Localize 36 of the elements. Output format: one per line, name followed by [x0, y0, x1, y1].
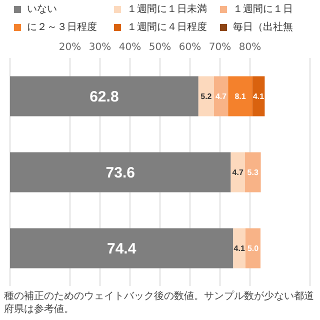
bar — [10, 228, 234, 268]
bar — [246, 228, 260, 268]
text: 種の補正のためのウェイトバック後の数値。サンプル数が少ない都道府県は参考値。 — [4, 290, 315, 316]
bar — [228, 76, 252, 116]
data-label: 4.1 — [252, 92, 265, 102]
data-label: 4.7 — [215, 92, 228, 102]
data-label: 5.3 — [247, 168, 259, 178]
data-label: 4.7 — [232, 168, 244, 178]
data-label: 62.8 — [90, 88, 119, 106]
x-tick-label: 80% — [238, 42, 262, 53]
data-label: 5.2 — [200, 92, 212, 102]
bar — [10, 76, 198, 116]
bar — [244, 152, 261, 192]
bar — [233, 228, 246, 268]
data-label: 4.1 — [234, 244, 246, 254]
legend-label: １週間に１日未満 — [126, 2, 208, 16]
x-tick-label: 20% — [58, 42, 82, 53]
data-label: 8.1 — [234, 92, 246, 102]
legend-label: １週間に１日 — [232, 3, 294, 16]
bar — [252, 76, 265, 116]
bar — [214, 76, 228, 116]
x-tick-label: 70% — [208, 42, 232, 53]
legend-label: 毎日（出社無 — [232, 20, 294, 34]
bar — [230, 152, 245, 192]
data-label: 5.0 — [247, 244, 260, 254]
legend-label: １週間に４日程度 — [126, 20, 208, 34]
data-label: 73.6 — [106, 164, 135, 182]
x-tick-label: 40% — [118, 42, 142, 53]
legend-label: に２～３日程度 — [26, 20, 98, 34]
x-tick-label: 60% — [178, 42, 202, 53]
data-label: 74.4 — [107, 240, 137, 258]
x-tick-label: 50% — [148, 42, 172, 53]
bar — [10, 152, 231, 192]
x-tick-label: 30% — [88, 42, 112, 53]
legend-label: いない — [26, 3, 58, 16]
bar — [198, 76, 214, 116]
